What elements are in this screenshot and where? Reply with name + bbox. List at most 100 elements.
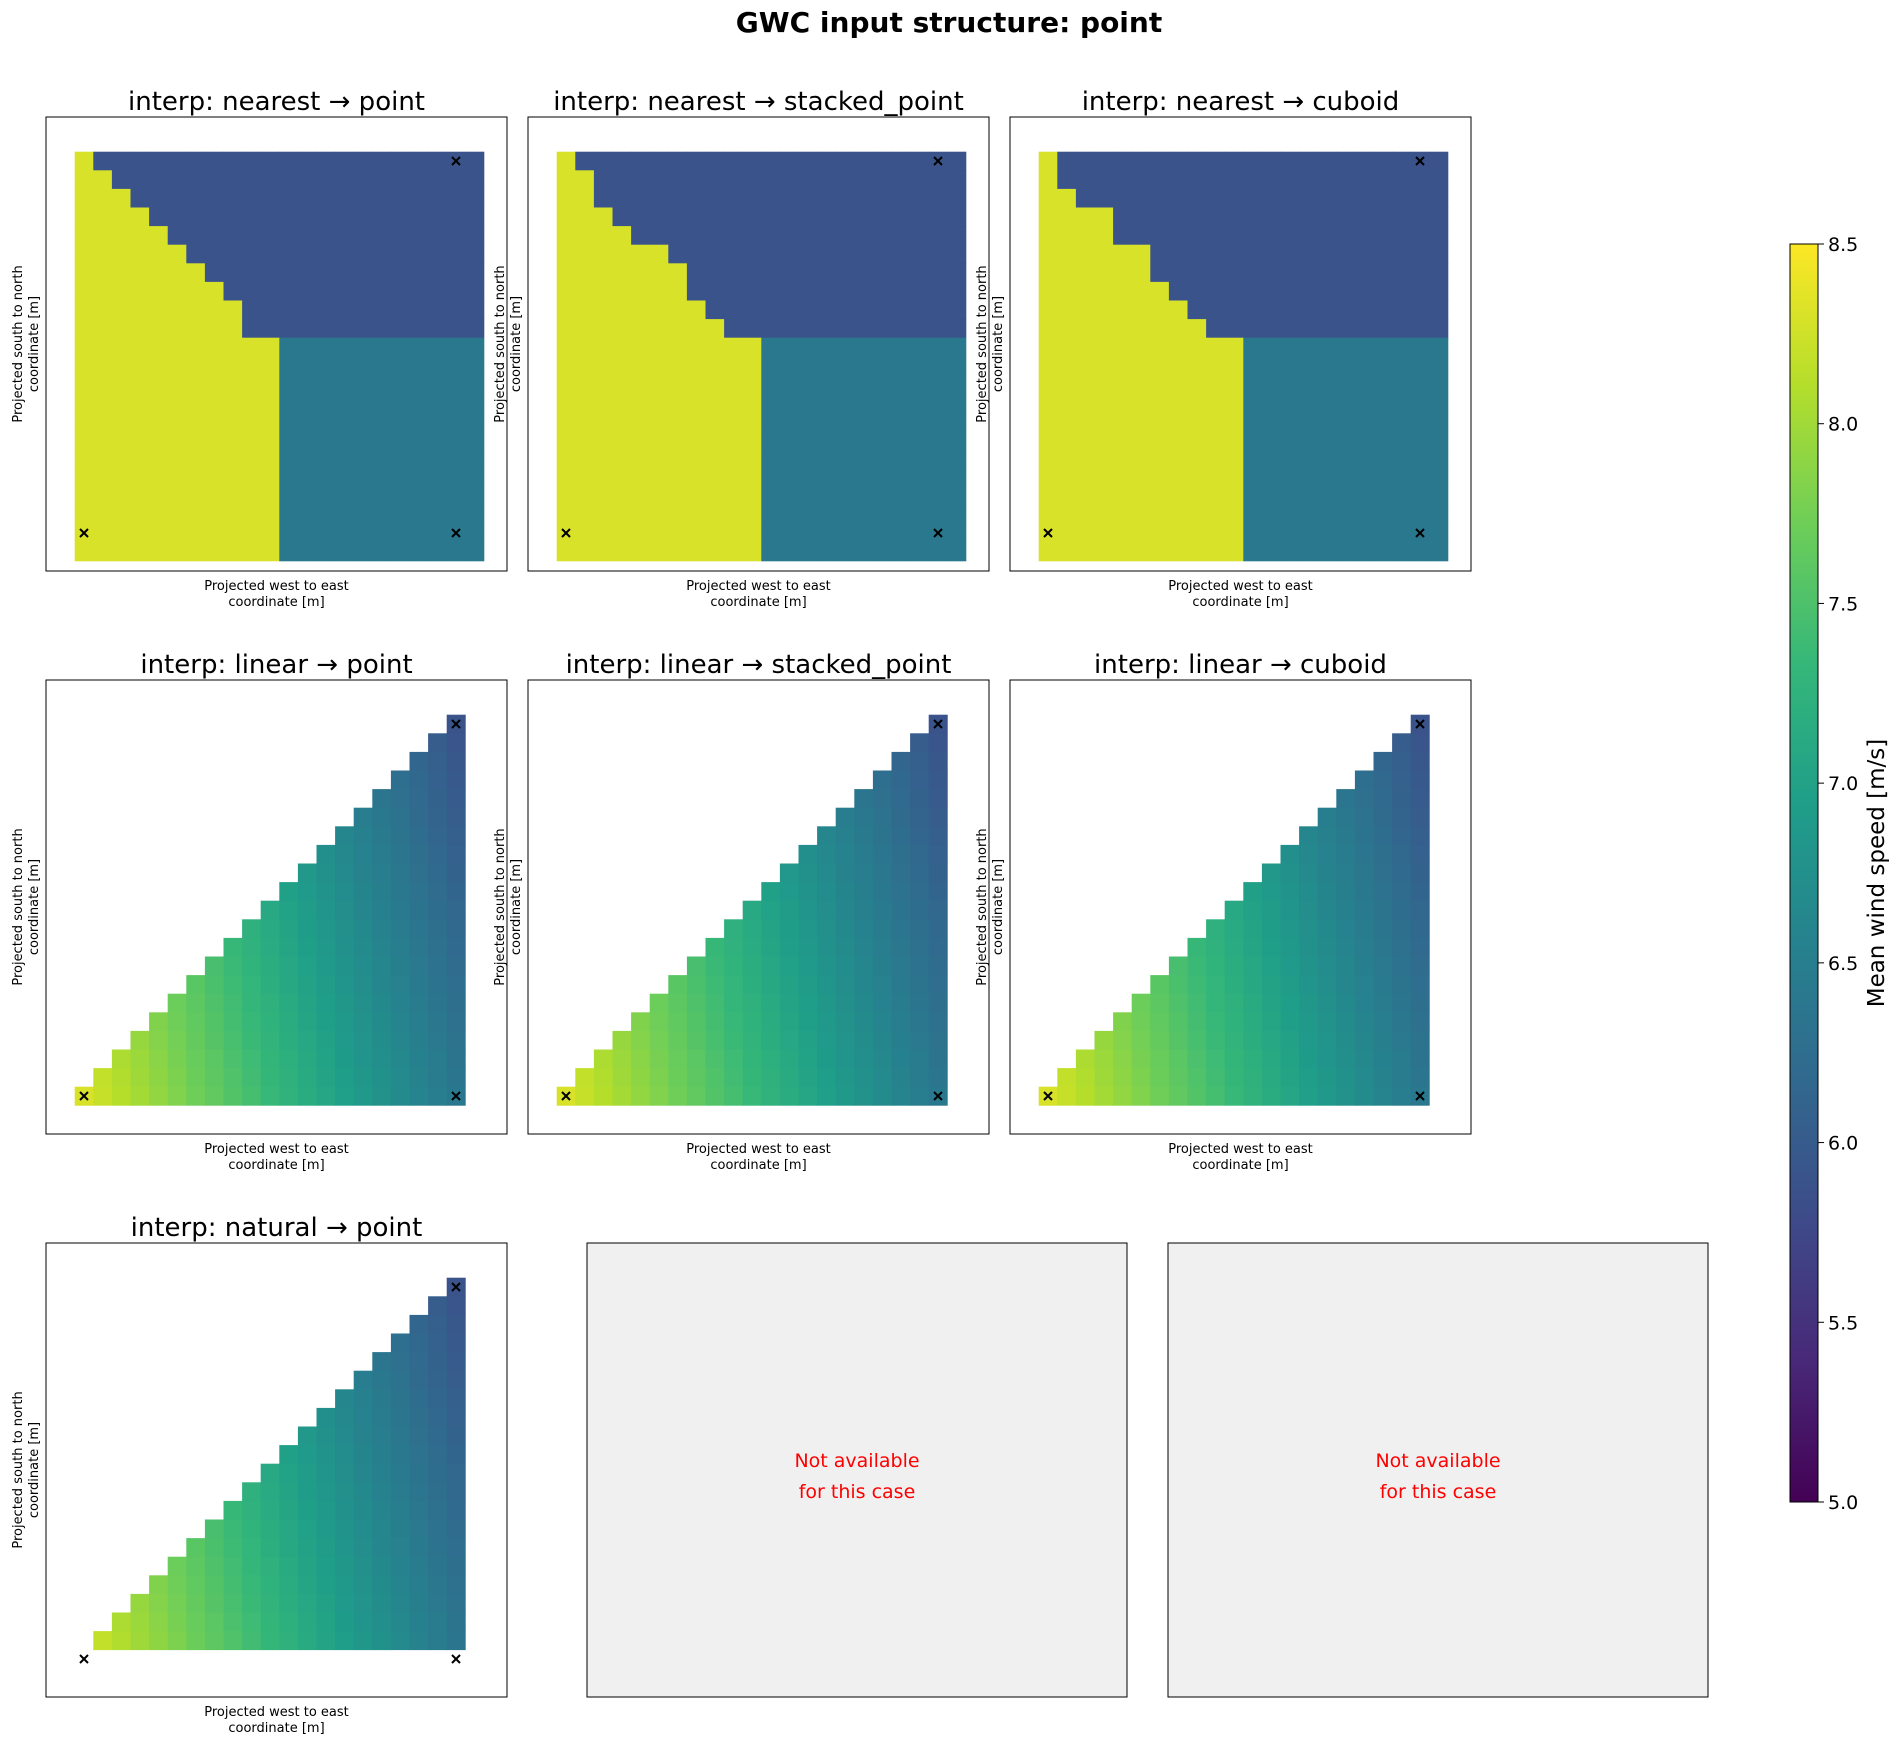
heatmap-cell bbox=[186, 1030, 206, 1050]
heatmap-cell bbox=[854, 844, 874, 864]
heatmap-cell bbox=[446, 1012, 466, 1032]
heatmap-cell bbox=[130, 1086, 150, 1106]
heatmap-cell bbox=[575, 151, 595, 171]
heatmap-cell bbox=[204, 151, 224, 171]
heatmap-cell bbox=[631, 337, 651, 357]
heatmap-cell bbox=[1131, 1049, 1151, 1069]
heatmap-cell bbox=[316, 863, 336, 883]
heatmap-cell bbox=[798, 281, 818, 301]
heatmap-cell bbox=[854, 505, 874, 525]
heatmap-cell bbox=[556, 207, 576, 227]
heatmap-cell bbox=[928, 956, 948, 976]
heatmap-cell bbox=[1057, 226, 1077, 246]
heatmap-cell bbox=[1261, 207, 1281, 227]
figure-title: GWC input structure: point bbox=[736, 6, 1162, 39]
heatmap-cell bbox=[1057, 374, 1077, 394]
panel-title: interp: linear → stacked_point bbox=[566, 650, 952, 680]
heatmap-cell bbox=[223, 1612, 243, 1632]
heatmap-cell bbox=[761, 1012, 781, 1032]
heatmap-cell bbox=[854, 882, 874, 902]
heatmap-cell bbox=[1206, 486, 1226, 506]
heatmap-cell bbox=[446, 956, 466, 976]
heatmap-cell bbox=[316, 975, 336, 995]
heatmap-cell bbox=[1354, 882, 1374, 902]
heatmap-cell bbox=[204, 1049, 224, 1069]
heatmap-cell bbox=[297, 1426, 317, 1446]
heatmap-cell bbox=[1392, 751, 1412, 771]
y-axis-label: coordinate [m] bbox=[27, 296, 42, 392]
heatmap-cell bbox=[1429, 207, 1449, 227]
heatmap-cell bbox=[1392, 374, 1412, 394]
station-marker-3 bbox=[933, 719, 943, 729]
heatmap-cell bbox=[335, 412, 355, 432]
heatmap-cell bbox=[1168, 430, 1188, 450]
heatmap-cell bbox=[167, 188, 187, 208]
heatmap-cell bbox=[686, 1030, 706, 1050]
heatmap-cell bbox=[1392, 356, 1412, 376]
heatmap-cell bbox=[204, 300, 224, 320]
heatmap-cell bbox=[817, 374, 837, 394]
heatmap-cell bbox=[928, 356, 948, 376]
heatmap-cell bbox=[705, 337, 725, 357]
heatmap-cell bbox=[335, 937, 355, 957]
heatmap-cell bbox=[167, 356, 187, 376]
heatmap-cell bbox=[631, 1012, 651, 1032]
heatmap-cell bbox=[817, 226, 837, 246]
heatmap-cell bbox=[446, 1519, 466, 1539]
heatmap-cell bbox=[1280, 319, 1300, 339]
heatmap-cell bbox=[631, 449, 651, 469]
heatmap-cell bbox=[631, 1030, 651, 1050]
heatmap-cell bbox=[761, 151, 781, 171]
heatmap-cell bbox=[279, 393, 299, 413]
heatmap-cell bbox=[74, 263, 94, 283]
station-marker-2 bbox=[933, 1091, 943, 1101]
heatmap-cell bbox=[260, 207, 280, 227]
heatmap-cell bbox=[428, 188, 448, 208]
heatmap-cell bbox=[446, 412, 466, 432]
heatmap-cell bbox=[556, 430, 576, 450]
heatmap-cell bbox=[1261, 467, 1281, 487]
heatmap-cell bbox=[149, 207, 169, 227]
heatmap-cell bbox=[1410, 188, 1430, 208]
heatmap-cell bbox=[111, 356, 131, 376]
heatmap-cell bbox=[390, 919, 410, 939]
heatmap-cell bbox=[1224, 1012, 1244, 1032]
heatmap-cell bbox=[111, 1049, 131, 1069]
heatmap-cell bbox=[390, 188, 410, 208]
heatmap-cell bbox=[223, 1519, 243, 1539]
heatmap-cell bbox=[446, 807, 466, 827]
heatmap-cell bbox=[186, 337, 206, 357]
heatmap-cell bbox=[223, 226, 243, 246]
heatmap-cell bbox=[428, 1333, 448, 1353]
heatmap-cell bbox=[93, 1631, 113, 1651]
heatmap-cell bbox=[724, 467, 744, 487]
heatmap-cell bbox=[297, 937, 317, 957]
heatmap-cell bbox=[1113, 188, 1133, 208]
heatmap-cell bbox=[297, 1500, 317, 1520]
heatmap-cell bbox=[1317, 1030, 1337, 1050]
heatmap-cell bbox=[705, 542, 725, 562]
heatmap-cell bbox=[1187, 467, 1207, 487]
heatmap-cell bbox=[612, 300, 632, 320]
heatmap-cell bbox=[446, 207, 466, 227]
heatmap-cell bbox=[1410, 356, 1430, 376]
heatmap-cell bbox=[335, 226, 355, 246]
heatmap-cell bbox=[631, 281, 651, 301]
heatmap-cell bbox=[1094, 1030, 1114, 1050]
heatmap-cell bbox=[111, 151, 131, 171]
heatmap-cell bbox=[1224, 919, 1244, 939]
heatmap-cell bbox=[928, 789, 948, 809]
heatmap-cell bbox=[1057, 486, 1077, 506]
heatmap-cell bbox=[1168, 956, 1188, 976]
heatmap bbox=[93, 1277, 466, 1651]
heatmap-cell bbox=[260, 430, 280, 450]
heatmap-cell bbox=[204, 993, 224, 1013]
heatmap-cell bbox=[779, 919, 799, 939]
heatmap-cell bbox=[1057, 449, 1077, 469]
heatmap-cell bbox=[1187, 1068, 1207, 1088]
heatmap-cell bbox=[1038, 449, 1058, 469]
heatmap-cell bbox=[1075, 505, 1095, 525]
heatmap-cell bbox=[1392, 900, 1412, 920]
heatmap-cell bbox=[817, 170, 837, 190]
heatmap-cell bbox=[779, 1049, 799, 1069]
